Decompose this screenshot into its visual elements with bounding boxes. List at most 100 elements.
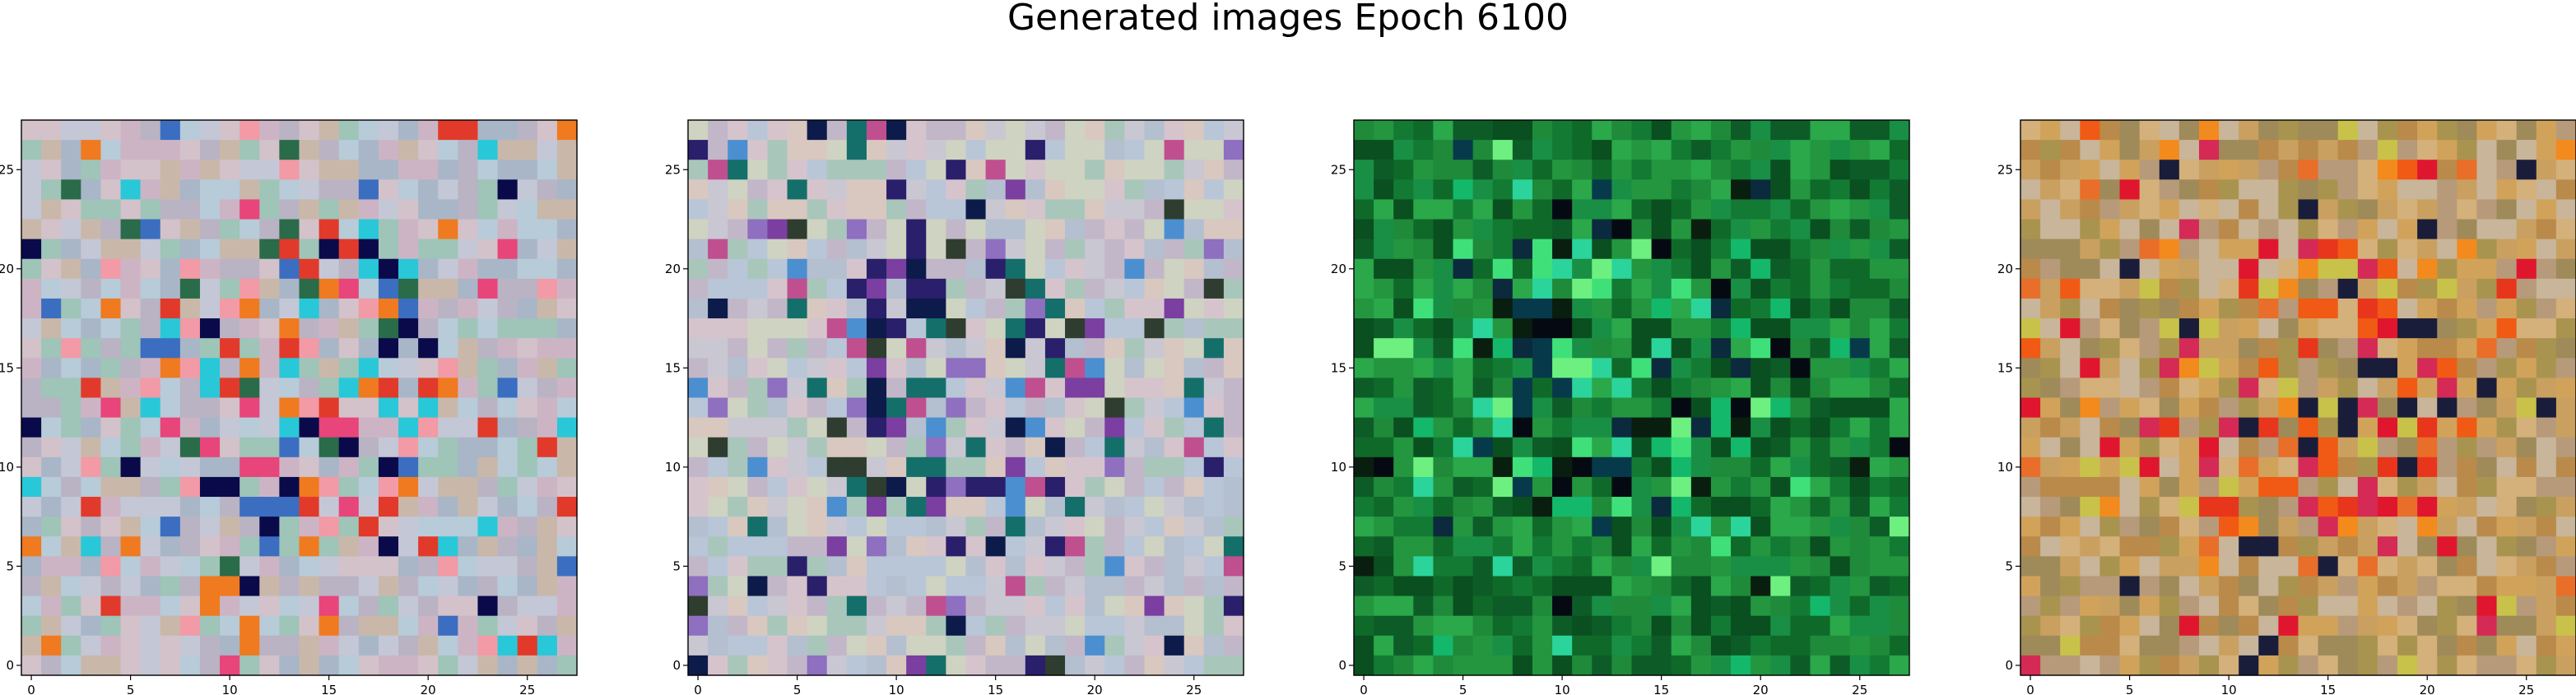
heatmap-cell (1433, 199, 1454, 220)
heatmap-cell (688, 199, 709, 220)
heatmap-cell (1671, 517, 1692, 537)
heatmap-cell (926, 140, 946, 160)
heatmap-cell (2298, 199, 2319, 220)
heatmap-cell (1810, 615, 1831, 637)
heatmap-cell (2536, 556, 2557, 577)
heatmap-cell (1631, 576, 1653, 597)
heatmap-cell (2258, 417, 2279, 438)
heatmap-cell (1044, 437, 1066, 458)
heatmap-cell (1005, 358, 1026, 378)
heatmap-cell (1611, 298, 1633, 319)
heatmap-cell (906, 397, 927, 419)
heatmap-cell (2318, 536, 2339, 557)
heatmap-cell (2298, 417, 2319, 438)
heatmap-cell (1849, 318, 1871, 339)
heatmap-cell (41, 615, 62, 637)
heatmap-cell (1572, 576, 1593, 597)
heatmap-cell (946, 179, 967, 201)
heatmap-cell (2080, 476, 2101, 498)
heatmap-cell (179, 179, 201, 201)
heatmap-cell (2397, 497, 2418, 517)
heatmap-cell (239, 140, 260, 160)
heatmap-cell (1044, 120, 1066, 141)
heatmap-cell (1393, 576, 1414, 597)
heatmap-cell (787, 635, 808, 656)
heatmap-cell (319, 595, 340, 617)
heatmap-cell (1044, 576, 1066, 597)
heatmap-cell (2298, 338, 2319, 359)
heatmap-cell (358, 219, 379, 240)
heatmap-cell (787, 338, 808, 359)
heatmap-cell (1611, 199, 1633, 220)
heatmap-cell (1124, 517, 1146, 537)
heatmap-cell (1453, 556, 1474, 577)
heatmap-cell (378, 655, 399, 676)
heatmap-cell (926, 456, 946, 478)
heatmap-cell (866, 397, 887, 419)
heatmap-cell (1085, 338, 1105, 359)
heatmap-cell (1104, 160, 1125, 180)
heatmap-cell (1044, 615, 1066, 637)
heatmap-cell (2357, 120, 2378, 141)
heatmap-cell (220, 239, 240, 260)
heatmap-cell (1433, 140, 1454, 160)
heatmap-cell (1065, 556, 1086, 577)
heatmap-cell (1512, 615, 1533, 637)
heatmap-cell (886, 536, 907, 557)
heatmap-cell (2080, 199, 2101, 220)
heatmap-cell (1005, 179, 1026, 201)
heatmap-cell (926, 556, 946, 577)
heatmap-cell (1671, 576, 1692, 597)
heatmap-cell (338, 497, 360, 517)
heatmap-cell (2139, 576, 2160, 597)
heatmap-cell (338, 298, 360, 319)
heatmap-cell (1671, 298, 1692, 319)
heatmap-cell (1690, 239, 1712, 260)
heatmap-cell (1572, 655, 1593, 676)
heatmap-cell (477, 160, 499, 180)
heatmap-cell (1223, 239, 1244, 260)
heatmap-cell (556, 278, 578, 299)
heatmap-cell (2516, 258, 2537, 280)
heatmap-cell (1572, 239, 1593, 260)
heatmap-cell (866, 595, 887, 617)
heatmap-cell (160, 556, 181, 577)
heatmap-cell (1065, 179, 1086, 201)
heatmap-cell (1354, 397, 1374, 419)
heatmap-cell (1223, 456, 1244, 478)
heatmap-cell (2357, 258, 2378, 280)
heatmap-cell (787, 160, 808, 180)
heatmap-cell (418, 397, 439, 419)
heatmap-cell (1710, 358, 1732, 378)
heatmap-cell (2099, 595, 2121, 617)
heatmap-cell (438, 219, 458, 240)
heatmap-cell (1731, 615, 1751, 637)
heatmap-cell (358, 417, 379, 438)
heatmap-cell (906, 378, 927, 399)
heatmap-cell (378, 517, 399, 537)
heatmap-cell (747, 358, 769, 378)
heatmap-cell (1751, 397, 1771, 419)
heatmap-cell (2337, 595, 2359, 617)
heatmap-cell (767, 397, 788, 419)
heatmap-cell (259, 338, 280, 359)
heatmap-cell (2397, 219, 2418, 240)
heatmap-cell (946, 120, 967, 141)
heatmap-cell (985, 120, 1007, 141)
heatmap-cell (378, 437, 399, 458)
heatmap-cell (438, 635, 458, 656)
heatmap-cell (338, 239, 360, 260)
heatmap-cell (2337, 199, 2359, 220)
y-tick-label: 20 (0, 262, 14, 276)
heatmap-cell (2536, 219, 2557, 240)
heatmap-cell (2219, 417, 2239, 438)
heatmap-cell (2417, 258, 2438, 280)
heatmap-cell (1433, 556, 1454, 577)
heatmap-cell (1453, 576, 1474, 597)
heatmap-cell (2080, 239, 2101, 260)
heatmap-cell (2198, 497, 2220, 517)
heatmap-cell (1889, 437, 1910, 458)
heatmap-cell (926, 417, 946, 438)
heatmap-cell (1830, 517, 1851, 537)
heatmap-cell (2119, 179, 2141, 201)
